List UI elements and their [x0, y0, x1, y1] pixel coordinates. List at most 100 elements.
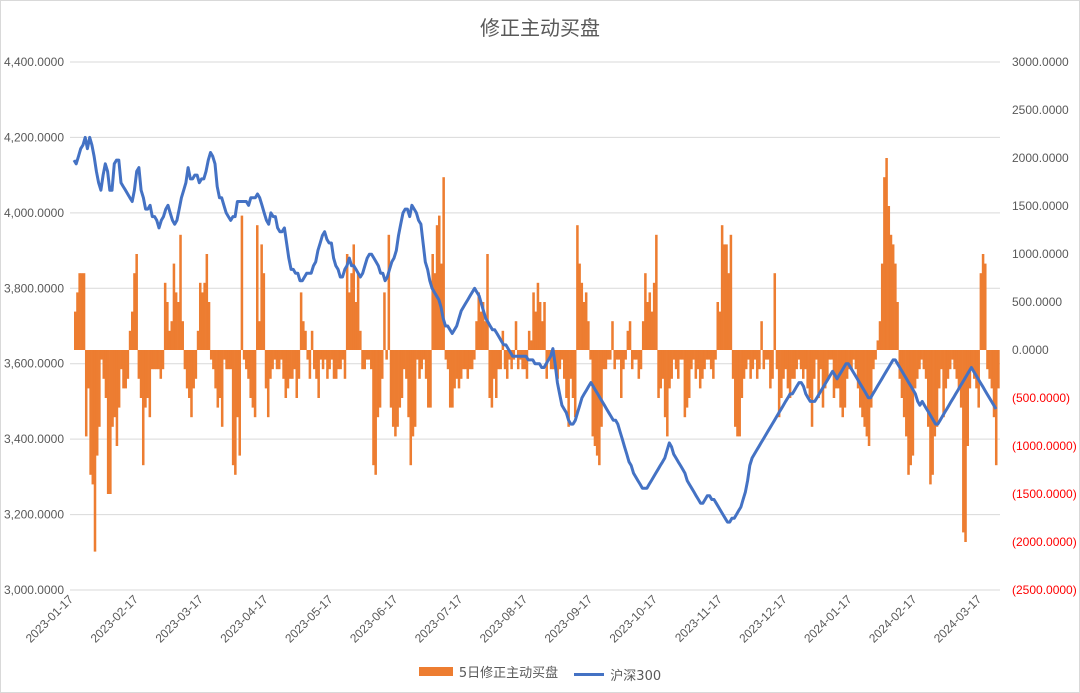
- bar: [777, 350, 781, 418]
- bar: [466, 350, 470, 379]
- bar: [894, 263, 897, 350]
- left-tick-label: 3,000.0000: [4, 583, 64, 597]
- bar: [326, 350, 329, 379]
- x-tick-label: 2023-08-17: [477, 592, 531, 646]
- bar: [337, 350, 340, 370]
- bar: [387, 234, 391, 350]
- bar: [755, 350, 759, 379]
- bar: [319, 350, 323, 360]
- bar: [84, 350, 88, 437]
- bar: [328, 350, 331, 370]
- bar: [286, 350, 290, 389]
- bar: [422, 350, 426, 360]
- left-axis-ticks: 4,400.0000 4,200.0000 4,000.0000 3,800.0000…: [4, 55, 64, 597]
- left-tick-label: 3,600.0000: [4, 357, 64, 371]
- bar: [451, 350, 454, 408]
- bar: [694, 350, 698, 379]
- bar: [534, 311, 538, 350]
- bar: [622, 350, 625, 370]
- bar: [435, 225, 439, 350]
- bar: [913, 350, 917, 389]
- bar: [659, 350, 663, 389]
- bar: [291, 350, 294, 379]
- bar: [253, 350, 257, 418]
- bar: [856, 350, 860, 389]
- bar: [271, 350, 274, 370]
- bar: [795, 350, 798, 370]
- bar: [181, 321, 184, 350]
- bar: [323, 350, 327, 360]
- bar: [407, 350, 410, 418]
- bar: [957, 350, 961, 389]
- bar: [236, 350, 239, 418]
- bar: [786, 350, 790, 389]
- bar: [501, 330, 505, 350]
- bar: [282, 350, 285, 379]
- bar: [488, 350, 491, 398]
- bar: [762, 350, 766, 370]
- bar: [887, 206, 891, 350]
- bar: [986, 350, 989, 370]
- bar: [872, 350, 875, 370]
- bar: [828, 350, 831, 360]
- bar: [365, 350, 369, 360]
- bar: [297, 350, 301, 379]
- bar: [806, 350, 809, 389]
- bar: [416, 350, 419, 360]
- bar: [797, 350, 801, 360]
- bar: [725, 244, 728, 350]
- bar: [940, 350, 943, 370]
- bar: [758, 350, 761, 370]
- x-tick-label: 2023-05-17: [282, 592, 336, 646]
- bar: [284, 350, 288, 398]
- bar: [374, 350, 377, 475]
- bar: [302, 321, 305, 350]
- bar: [641, 321, 645, 350]
- bar: [139, 350, 143, 398]
- bar: [115, 350, 119, 446]
- x-tick-label: 2023-04-17: [217, 592, 271, 646]
- bar: [418, 350, 421, 379]
- bar: [933, 350, 937, 437]
- bar: [405, 350, 408, 379]
- bar: [885, 158, 888, 350]
- right-tick-label: (1500.0000): [1012, 487, 1077, 501]
- bar: [345, 254, 349, 350]
- bar: [734, 350, 737, 427]
- bar: [615, 350, 619, 360]
- bar: [683, 350, 687, 418]
- bar: [240, 215, 244, 350]
- bar: [76, 292, 79, 350]
- bar: [378, 350, 382, 408]
- bar: [179, 234, 182, 350]
- bar: [459, 350, 463, 379]
- bar: [137, 350, 141, 379]
- bar: [692, 350, 695, 360]
- bar: [133, 273, 136, 350]
- legend: 5日修正主动买盘 沪深300: [0, 662, 1080, 684]
- bar: [424, 350, 428, 379]
- bar: [170, 321, 174, 350]
- x-tick-label: 2024-03-17: [931, 592, 985, 646]
- bar: [457, 350, 461, 389]
- right-tick-label: 2500.0000: [1012, 103, 1069, 117]
- bar: [769, 350, 772, 389]
- bar: [685, 350, 689, 408]
- bar: [185, 350, 189, 389]
- bar: [80, 273, 84, 350]
- bar: [975, 350, 978, 389]
- bar: [775, 350, 779, 370]
- bar: [383, 292, 386, 350]
- bar: [639, 350, 643, 370]
- bar: [896, 302, 899, 350]
- bar: [804, 350, 807, 370]
- bar: [666, 350, 669, 437]
- bar: [370, 350, 373, 370]
- bar: [589, 350, 592, 360]
- bar: [227, 350, 231, 370]
- bar: [479, 311, 483, 350]
- bar: [920, 350, 923, 360]
- bar: [924, 350, 928, 379]
- bar: [935, 350, 939, 427]
- legend-item-line: 沪深300: [574, 665, 661, 684]
